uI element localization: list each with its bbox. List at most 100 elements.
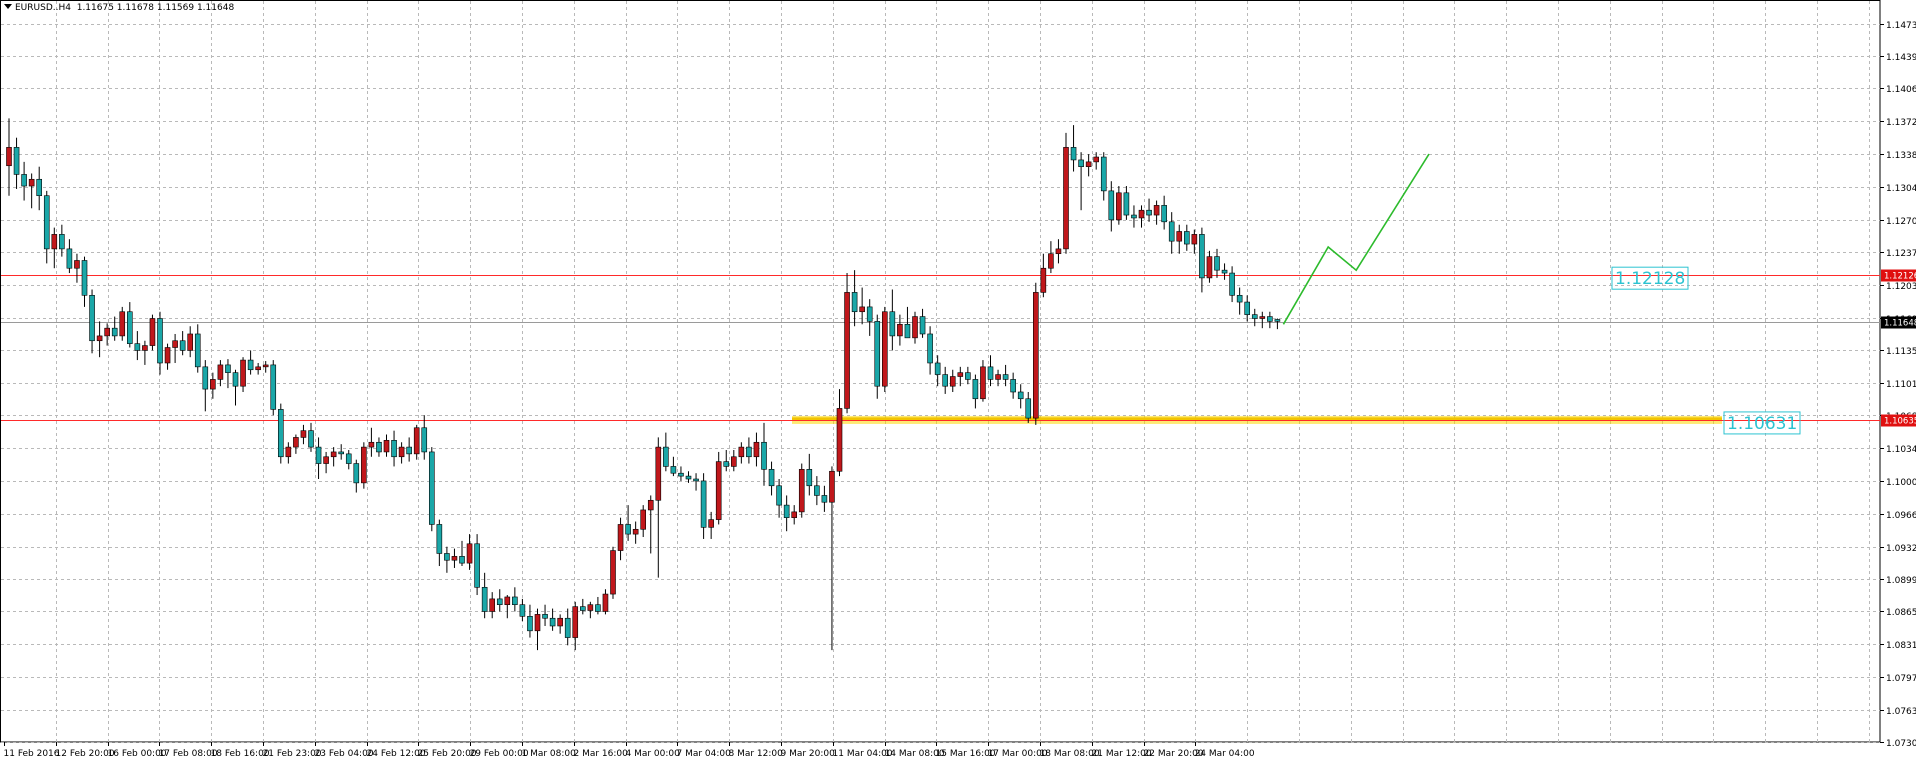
candle-body[interactable] [647, 499, 654, 511]
candle-body[interactable] [444, 553, 450, 561]
candle-body[interactable] [1161, 205, 1167, 223]
candle-body[interactable] [330, 451, 337, 458]
candle-body[interactable] [1063, 147, 1069, 250]
candle-body[interactable] [436, 524, 443, 554]
candle-body[interactable] [413, 427, 420, 455]
candle-body[interactable] [919, 316, 926, 335]
candle-body[interactable] [723, 461, 730, 467]
candle-body[interactable] [519, 604, 526, 617]
candle-body[interactable] [104, 327, 110, 337]
candle-body[interactable] [1214, 256, 1220, 271]
candle-body[interactable] [746, 446, 752, 458]
candle-body[interactable] [897, 324, 903, 337]
candle-body[interactable] [451, 556, 458, 561]
candle-body[interactable] [564, 617, 571, 638]
candle-body[interactable] [459, 556, 465, 564]
candle-body[interactable] [66, 248, 73, 269]
candle-body[interactable] [685, 475, 692, 480]
candle-body[interactable] [949, 376, 956, 387]
candle-body[interactable] [927, 333, 933, 364]
candle-body[interactable] [1010, 379, 1016, 393]
candle-body[interactable] [255, 366, 261, 371]
dropdown-triangle-icon[interactable] [4, 4, 12, 9]
candle-body[interactable] [81, 260, 88, 296]
candle-body[interactable] [625, 524, 631, 535]
candle-body[interactable] [866, 306, 873, 322]
candle-body[interactable] [119, 311, 126, 337]
candle-body[interactable] [285, 446, 292, 458]
candle-body[interactable] [270, 364, 277, 410]
candle-body[interactable] [496, 598, 503, 606]
candle-body[interactable] [1085, 161, 1092, 168]
candle-body[interactable] [1033, 292, 1039, 419]
candle-body[interactable] [904, 324, 911, 339]
candle-body[interactable] [942, 374, 949, 387]
candle-body[interactable] [1146, 209, 1152, 216]
candle-body[interactable] [617, 524, 624, 551]
resistance-value-box[interactable] [1611, 266, 1689, 290]
candle-body[interactable] [693, 478, 699, 482]
candle-body[interactable] [965, 372, 971, 380]
candle-body[interactable] [851, 292, 858, 313]
candle-body[interactable] [1108, 190, 1115, 221]
candle-body[interactable] [481, 586, 488, 612]
candle-body[interactable] [51, 234, 58, 250]
candle-body[interactable] [798, 469, 805, 513]
candle-body[interactable] [1002, 374, 1009, 380]
candle-body[interactable] [912, 316, 918, 339]
candle-body[interactable] [1176, 231, 1183, 242]
candle-body[interactable] [527, 616, 533, 632]
candle-body[interactable] [776, 485, 782, 506]
candle-body[interactable] [783, 504, 790, 518]
candle-body[interactable] [557, 617, 563, 627]
candle-body[interactable] [579, 606, 586, 611]
candle-body[interactable] [572, 606, 579, 638]
candle-body[interactable] [670, 466, 677, 474]
candle-body[interactable] [59, 234, 65, 250]
candle-body[interactable] [353, 463, 360, 484]
candle-body[interactable] [489, 598, 496, 612]
candle-body[interactable] [89, 294, 95, 342]
candle-body[interactable] [602, 593, 609, 612]
candle-body[interactable] [421, 427, 428, 453]
candle-body[interactable] [1274, 319, 1281, 322]
candle-body[interactable] [715, 461, 722, 520]
candle-body[interactable] [859, 306, 865, 313]
candle-body[interactable] [149, 318, 156, 346]
candle-body[interactable] [1078, 159, 1084, 168]
candle-body[interactable] [980, 366, 986, 400]
candle-body[interactable] [74, 260, 80, 269]
candle-body[interactable] [36, 178, 43, 197]
candle-body[interactable] [428, 451, 435, 525]
candle-body[interactable] [791, 511, 798, 518]
candle-body[interactable] [1199, 234, 1205, 279]
candle-body[interactable] [164, 347, 171, 364]
candle-body[interactable] [315, 446, 322, 464]
candle-body[interactable] [28, 178, 35, 187]
candle-body[interactable] [663, 446, 669, 467]
projection-line[interactable] [1282, 153, 1430, 325]
candle-body[interactable] [1168, 221, 1175, 242]
candle-body[interactable] [1070, 147, 1077, 161]
candle-body[interactable] [1184, 231, 1190, 245]
candle-body[interactable] [821, 495, 828, 503]
candle-body[interactable] [383, 440, 390, 453]
candle-body[interactable] [293, 437, 299, 448]
candle-body[interactable] [1259, 316, 1266, 319]
candle-body[interactable] [761, 441, 767, 470]
candle-body[interactable] [806, 469, 813, 487]
candle-body[interactable] [210, 379, 216, 390]
candle-body[interactable] [345, 453, 352, 464]
candle-body[interactable] [881, 311, 888, 387]
candle-body[interactable] [6, 147, 12, 167]
candle-body[interactable] [111, 327, 118, 337]
candle-body[interactable] [338, 451, 345, 455]
candle-body[interactable] [587, 604, 594, 611]
candle-body[interactable] [474, 543, 480, 588]
candle-body[interactable] [247, 359, 254, 371]
candle-body[interactable] [934, 362, 941, 375]
candle-body[interactable] [1221, 269, 1228, 274]
candle-body[interactable] [277, 409, 284, 458]
candle-body[interactable] [13, 147, 20, 175]
